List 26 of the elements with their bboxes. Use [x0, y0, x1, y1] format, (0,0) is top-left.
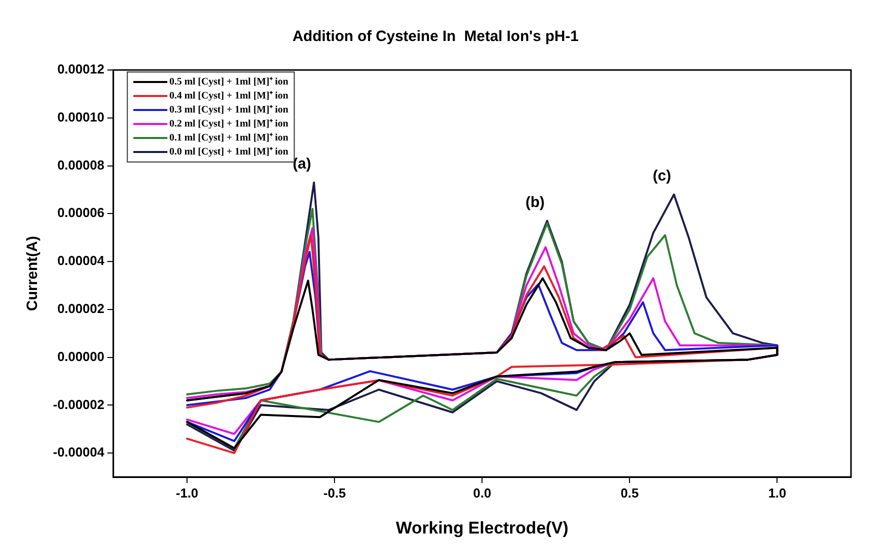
legend-label: 0.0 ml [Cyst] + 1ml [M]⁺ ion — [169, 146, 289, 158]
annotation: (b) — [526, 194, 545, 211]
y-tick-label: 0.00008 — [57, 157, 104, 172]
annotation: (c) — [652, 168, 672, 185]
x-tick-label: 0.5 — [620, 485, 639, 500]
chart-title: Addition of Cysteine In Metal Ion's pH-1 — [292, 28, 579, 46]
y-tick-label: 0.00010 — [57, 109, 104, 124]
annotation: (a) — [292, 156, 312, 173]
y-tick-label: 0.00006 — [57, 205, 104, 220]
legend-label: 0.5 ml [Cyst] + 1ml [M]⁺ ion — [169, 76, 289, 88]
y-tick-label: 0.00002 — [57, 300, 104, 316]
x-tick-label: 0.0 — [473, 485, 492, 500]
y-tick-label: 0.00012 — [57, 62, 104, 77]
y-tick-label: 0.00004 — [57, 253, 106, 268]
legend-label: 0.3 ml [Cyst] + 1ml [M]⁺ ion — [169, 104, 289, 116]
y-axis-title: Current(A) — [24, 236, 42, 311]
y-tick-label: -0.00002 — [52, 396, 104, 412]
legend-label: 0.4 ml [Cyst] + 1ml [M]⁺ ion — [169, 90, 289, 102]
x-tick-label: -1.0 — [176, 485, 198, 500]
y-tick-label: 0.00000 — [57, 348, 104, 364]
y-tick-label: -0.00004 — [52, 444, 106, 460]
legend-label: 0.1 ml [Cyst] + 1ml [M]⁺ ion — [169, 132, 289, 144]
x-tick-label: -0.5 — [323, 485, 346, 500]
x-tick-label: 1.0 — [768, 485, 786, 500]
legend-label: 0.2 ml [Cyst] + 1ml [M]⁺ ion — [169, 118, 289, 130]
x-axis-title: Working Electrode(V) — [396, 518, 568, 538]
